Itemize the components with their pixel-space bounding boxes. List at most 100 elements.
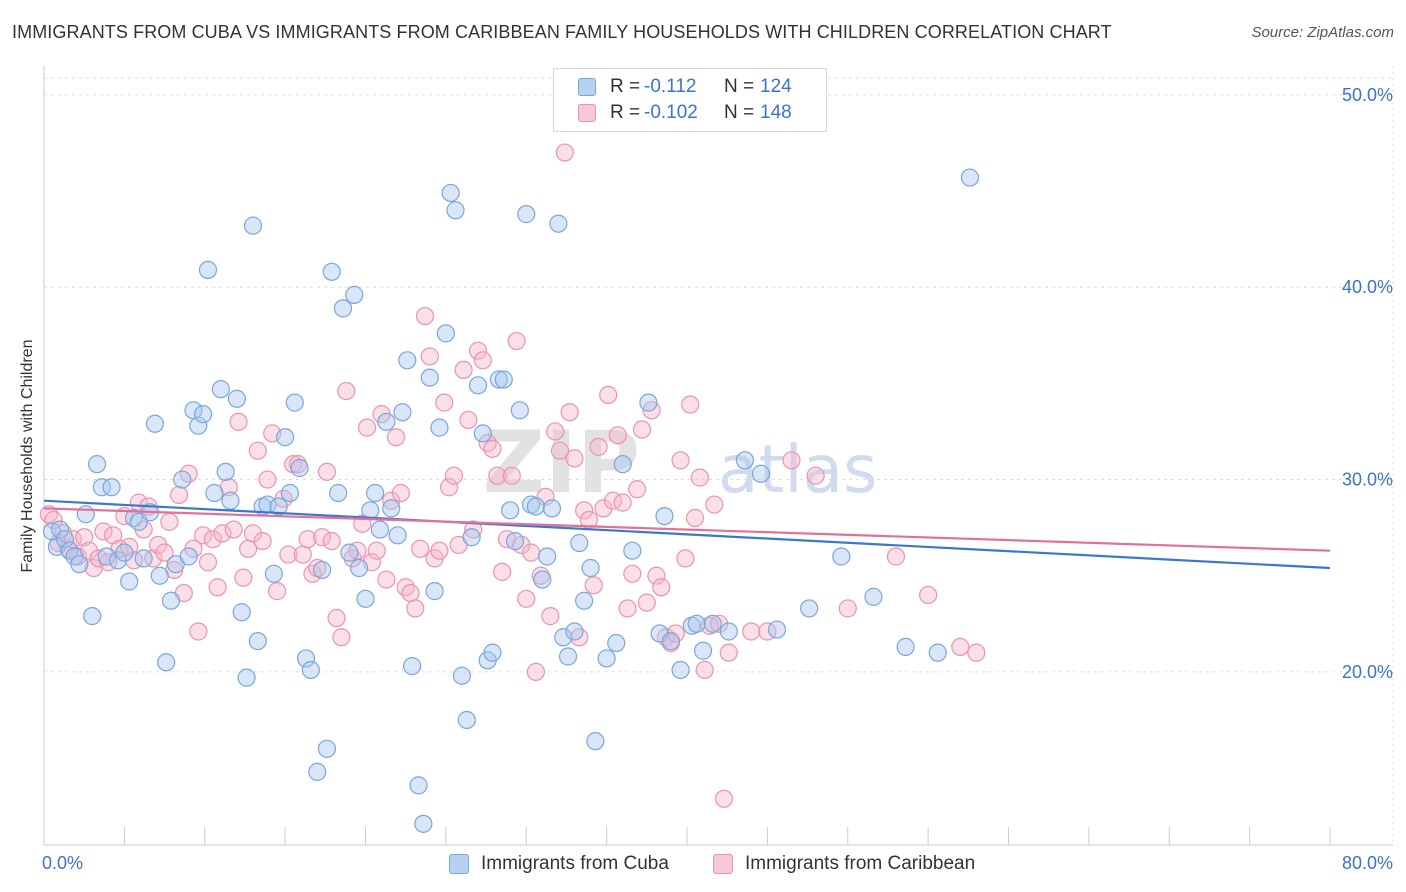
cuba-point xyxy=(264,564,283,583)
cuba-point xyxy=(414,814,433,833)
caribbean-point xyxy=(647,566,666,585)
cuba-point xyxy=(370,520,390,539)
cuba-point xyxy=(221,491,240,510)
caribbean-point xyxy=(584,576,603,595)
legend-label-cuba: Immigrants from Cuba xyxy=(481,853,669,874)
cuba-point xyxy=(150,566,169,585)
caribbean-point xyxy=(75,528,94,547)
caribbean-point xyxy=(396,578,415,597)
caribbean-point xyxy=(575,501,594,520)
cuba-point xyxy=(597,649,616,668)
cuba-point xyxy=(308,762,327,782)
cuba-point xyxy=(420,368,439,387)
caribbean-point xyxy=(454,360,473,380)
caribbean-point xyxy=(279,545,298,564)
caribbean-point xyxy=(406,599,425,618)
cuba-point xyxy=(549,214,568,233)
caribbean-point xyxy=(886,547,906,566)
cuba-point xyxy=(194,405,213,424)
cuba-point xyxy=(554,628,573,647)
caribbean-point xyxy=(560,403,579,422)
cuba-point xyxy=(120,572,139,591)
n-label: N = xyxy=(724,76,755,97)
cuba-point xyxy=(102,478,121,497)
caribbean-point xyxy=(594,499,613,518)
cuba-point xyxy=(227,389,246,408)
tick-labels: 20.0% 30.0% 40.0% 50.0% 0.0% 80.0% xyxy=(42,85,1393,873)
caribbean-point xyxy=(267,582,287,601)
caribbean-point xyxy=(39,505,58,524)
cuba-point xyxy=(703,614,722,633)
data-points xyxy=(39,143,986,833)
cuba-point xyxy=(50,520,70,539)
cuba-point xyxy=(276,428,295,447)
cuba-point xyxy=(430,418,449,437)
caribbean-point xyxy=(502,466,521,485)
cuba-point xyxy=(115,543,134,562)
caribbean-point xyxy=(358,418,377,437)
cuba-point xyxy=(83,607,102,626)
chart-title: IMMIGRANTS FROM CUBA VS IMMIGRANTS FROM … xyxy=(12,22,1112,42)
cuba-point xyxy=(693,641,713,660)
cuba-point xyxy=(565,622,584,641)
caribbean-point xyxy=(144,549,163,568)
y-tick-label: 30.0% xyxy=(1342,470,1393,490)
r-value: -0.112 xyxy=(644,76,697,97)
caribbean-point xyxy=(507,331,526,351)
caribbean-point xyxy=(327,608,346,628)
cuba-point xyxy=(441,183,460,203)
n-label: N = xyxy=(724,102,755,123)
cuba-point xyxy=(558,647,578,666)
y-tick-label: 40.0% xyxy=(1342,277,1393,297)
caribbean-point xyxy=(411,539,430,558)
cuba-point xyxy=(586,732,605,751)
cuba-point xyxy=(216,462,235,481)
cuba-point xyxy=(205,483,224,503)
cuba-point xyxy=(928,643,947,662)
caribbean-point xyxy=(714,789,734,808)
caribbean-point xyxy=(695,660,714,680)
cuba-point xyxy=(661,632,681,651)
caribbean-point xyxy=(377,570,396,589)
cuba-point xyxy=(517,205,536,224)
caribbean-point xyxy=(685,508,705,528)
caribbean-point xyxy=(444,466,464,485)
cuba-point xyxy=(189,416,208,435)
caribbean-point xyxy=(521,543,541,562)
caribbean-point xyxy=(464,520,483,539)
legend-item-caribbean: Immigrants from Caribbean xyxy=(713,852,975,876)
cuba-point xyxy=(751,464,771,483)
caribbean-point xyxy=(337,381,356,401)
cuba-point xyxy=(198,260,218,279)
caribbean-point xyxy=(303,564,322,583)
caribbean-point xyxy=(493,562,512,581)
legend-item-cuba: Immigrants from Cuba xyxy=(449,852,669,876)
caribbean-point xyxy=(253,531,272,551)
cuba-point xyxy=(457,710,476,730)
caribbean-point xyxy=(676,549,695,568)
caribbean-point xyxy=(155,543,174,562)
cuba-point xyxy=(462,528,481,547)
caribbean-swatch-icon xyxy=(713,854,733,874)
caribbean-point xyxy=(415,306,435,326)
cuba-point xyxy=(340,543,359,562)
cuba-point xyxy=(70,555,89,574)
cuba-point xyxy=(356,589,375,608)
caribbean-point xyxy=(208,578,227,597)
caribbean-point xyxy=(430,541,449,560)
cuba-point xyxy=(425,582,444,601)
caribbean-point xyxy=(312,528,332,547)
caribbean-point xyxy=(439,478,459,497)
caribbean-point xyxy=(541,607,560,626)
cuba-point xyxy=(366,483,385,503)
cuba-point xyxy=(60,541,79,560)
caribbean-point xyxy=(367,541,386,560)
cuba-point xyxy=(468,376,488,395)
caribbean-point xyxy=(526,662,545,681)
cuba-point xyxy=(501,501,520,520)
cuba-point xyxy=(296,649,316,668)
caribbean-point xyxy=(234,568,253,587)
cuba-point xyxy=(269,497,288,516)
cuba-point xyxy=(687,614,706,633)
